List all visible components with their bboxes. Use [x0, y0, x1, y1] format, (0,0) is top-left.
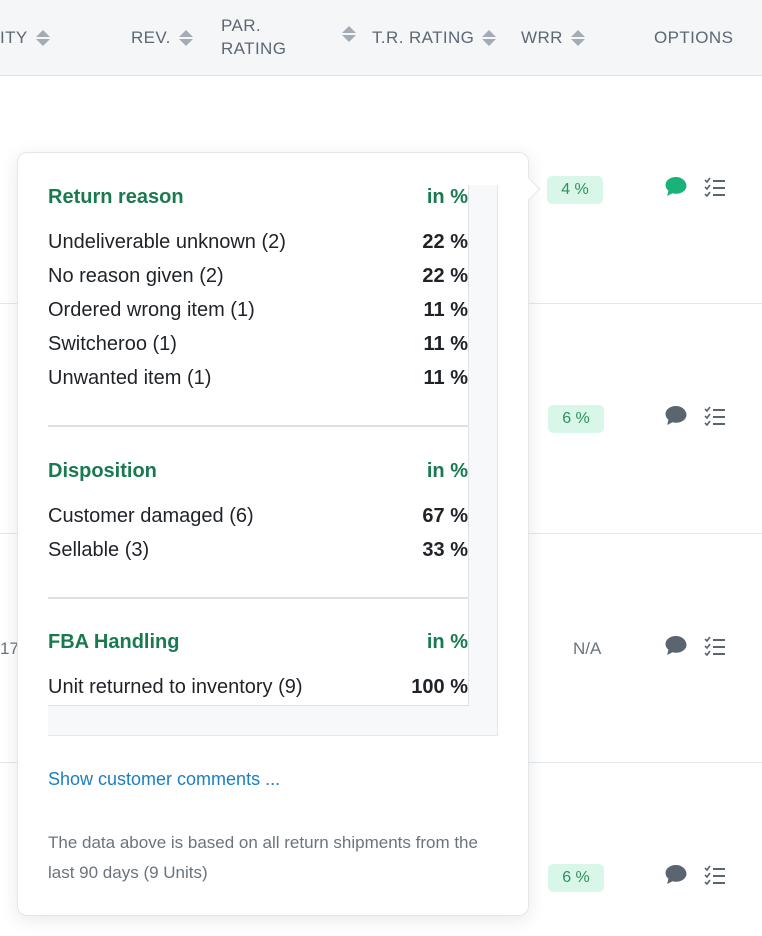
- checklist-icon[interactable]: [704, 865, 726, 885]
- header-tr-rating-label: T.R. RATING: [372, 28, 475, 47]
- table-header: ITY REV. PAR. RATING T.R. RATING WRR OPT…: [0, 0, 762, 76]
- wrr-badge: 6 %: [548, 405, 604, 433]
- return-reason-unit: in %: [426, 186, 468, 208]
- sort-arrows-icon[interactable]: [342, 26, 356, 42]
- disposition-unit: in %: [426, 460, 468, 482]
- disposition-header: Disposition in %: [48, 460, 468, 483]
- comment-icon[interactable]: [664, 176, 688, 198]
- header-par-rating-sort[interactable]: [334, 26, 356, 42]
- item-label: Ordered wrong item (1): [48, 299, 255, 321]
- item-label: Customer damaged (6): [48, 505, 254, 527]
- header-rev-label: REV.: [131, 28, 171, 47]
- wrr-badge: 6 %: [548, 864, 604, 892]
- wrr-badge: 4 %: [547, 176, 603, 204]
- header-quantity[interactable]: ITY: [0, 26, 50, 49]
- header-par-rating-label-1: PAR.: [221, 16, 262, 35]
- item-value: 11 %: [423, 333, 468, 355]
- sort-arrows-icon[interactable]: [482, 29, 497, 46]
- section-divider: [48, 425, 468, 427]
- data-basis-note: The data above is based on all return sh…: [48, 833, 478, 882]
- header-wrr[interactable]: WRR: [521, 26, 585, 49]
- sort-arrows-icon[interactable]: [178, 29, 193, 46]
- popover-content: [48, 185, 469, 706]
- section-divider: [48, 597, 468, 599]
- partial-cell-value: 17: [0, 639, 19, 658]
- header-tr-rating[interactable]: T.R. RATING: [372, 26, 497, 49]
- wrr-value: N/A: [573, 639, 602, 658]
- item-label: Unit returned to inventory (9): [48, 676, 303, 698]
- item-value: 33 %: [422, 539, 468, 561]
- return-reason-header: Return reason in %: [48, 186, 468, 209]
- list-item: No reason given (2) 22 %: [48, 265, 468, 288]
- list-item: Customer damaged (6) 67 %: [48, 505, 468, 528]
- list-item: Sellable (3) 33 %: [48, 539, 468, 562]
- list-item: Unwanted item (1) 11 %: [48, 367, 468, 390]
- disposition-title: Disposition: [48, 460, 157, 482]
- header-par-rating[interactable]: PAR. RATING: [221, 14, 361, 60]
- checklist-icon[interactable]: [704, 406, 726, 426]
- sort-arrows-icon[interactable]: [570, 29, 585, 46]
- item-value: 11 %: [423, 299, 468, 321]
- item-value: 22 %: [422, 265, 468, 287]
- return-reason-title: Return reason: [48, 186, 184, 208]
- show-customer-comments-link[interactable]: Show customer comments ...: [48, 769, 281, 789]
- item-label: No reason given (2): [48, 265, 224, 287]
- list-item: Ordered wrong item (1) 11 %: [48, 299, 468, 322]
- checklist-icon[interactable]: [704, 177, 726, 197]
- item-label: Undeliverable unknown (2): [48, 231, 286, 253]
- item-label: Sellable (3): [48, 539, 150, 561]
- item-label: Switcheroo (1): [48, 333, 177, 355]
- comment-icon[interactable]: [664, 635, 688, 657]
- header-options-label: OPTIONS: [654, 28, 734, 47]
- list-item: Undeliverable unknown (2) 22 %: [48, 231, 468, 254]
- sort-arrows-icon[interactable]: [35, 29, 50, 46]
- fba-handling-title: FBA Handling: [48, 631, 180, 653]
- item-label: Unwanted item (1): [48, 367, 212, 389]
- item-value: 67 %: [422, 505, 468, 527]
- list-item: Unit returned to inventory (9) 100 %: [48, 676, 468, 699]
- header-options: OPTIONS: [654, 26, 733, 49]
- list-item: Switcheroo (1) 11 %: [48, 333, 468, 356]
- header-wrr-label: WRR: [521, 28, 563, 47]
- header-quantity-label: ITY: [0, 28, 28, 47]
- comment-icon[interactable]: [664, 405, 688, 427]
- comment-icon[interactable]: [664, 864, 688, 886]
- header-par-rating-label-2: RATING: [221, 39, 287, 58]
- fba-handling-unit: in %: [426, 631, 468, 653]
- item-value: 100 %: [411, 676, 468, 698]
- item-value: 22 %: [422, 231, 468, 253]
- checklist-icon[interactable]: [704, 636, 726, 656]
- fba-handling-header: FBA Handling in %: [48, 631, 468, 654]
- item-value: 11 %: [423, 367, 468, 389]
- header-rev[interactable]: REV.: [131, 26, 193, 49]
